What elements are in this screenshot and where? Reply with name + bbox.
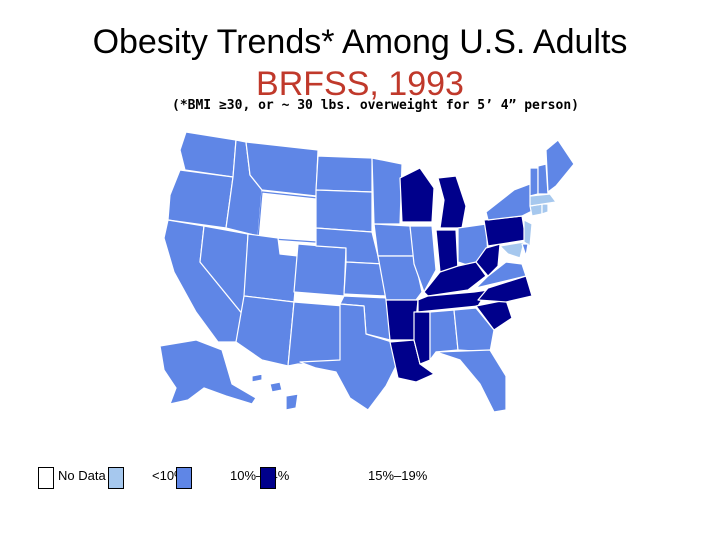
page-title: Obesity Trends* Among U.S. Adults	[92, 23, 628, 61]
state-michigan	[437, 175, 467, 229]
state-oregon	[167, 169, 234, 229]
state-delaware	[521, 243, 529, 257]
state-vermont	[529, 167, 539, 197]
state-iowa	[373, 223, 415, 257]
state-new-hampshire	[537, 163, 549, 195]
legend-label-15-19: 15%–19%	[368, 468, 428, 483]
state-georgia	[453, 307, 495, 353]
state-new-jersey	[523, 219, 533, 247]
state-new-york	[485, 183, 535, 221]
state-florida	[435, 349, 507, 413]
state-pennsylvania	[483, 215, 527, 247]
state-maryland	[499, 241, 525, 259]
state-virginia	[475, 261, 527, 289]
state-north-carolina	[477, 275, 533, 303]
state-hawaii	[251, 373, 299, 411]
bmi-footnote: (*BMI ≥30, or ~ 30 lbs. overweight for 5…	[172, 98, 579, 113]
state-arkansas	[385, 299, 419, 341]
state-colorado	[293, 243, 347, 297]
state-wisconsin	[399, 167, 435, 223]
state-south-dakota	[315, 189, 373, 233]
state-west-virginia	[475, 243, 501, 277]
state-mississippi	[413, 311, 431, 365]
state-arizona	[235, 295, 295, 367]
legend-label-no-data: No Data	[58, 468, 106, 483]
state-texas	[299, 303, 399, 411]
state-maine	[545, 139, 575, 193]
page-subtitle: BRFSS, 1993	[256, 65, 464, 103]
state-illinois	[409, 225, 437, 293]
state-indiana	[435, 229, 459, 273]
state-south-carolina	[475, 299, 513, 331]
state-massachusetts	[529, 193, 557, 207]
legend-swatch-lt10	[108, 467, 124, 489]
legend-swatch-15-19	[260, 467, 276, 489]
state-washington	[179, 131, 237, 178]
state-montana	[245, 141, 319, 197]
state-new-mexico	[287, 301, 345, 367]
legend-swatch-10-14	[176, 467, 192, 489]
legend-swatch-no-data	[38, 467, 54, 489]
state-north-dakota	[315, 155, 373, 193]
state-missouri	[377, 255, 423, 301]
state-minnesota	[371, 157, 403, 225]
state-wyoming	[257, 191, 319, 243]
state-rhode-island	[541, 203, 549, 215]
state-alaska	[159, 339, 257, 405]
state-utah	[243, 233, 299, 303]
